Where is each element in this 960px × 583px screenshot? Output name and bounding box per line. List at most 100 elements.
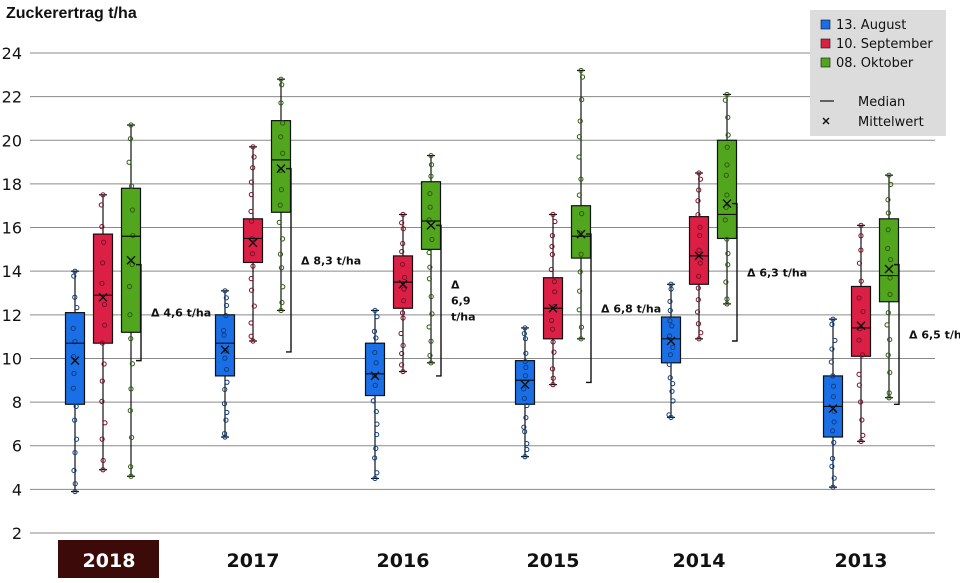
data-point: [72, 488, 78, 495]
delta-label: t/ha: [451, 311, 476, 324]
data-point: [99, 224, 105, 230]
box-2015-3: [570, 67, 592, 342]
data-point: [374, 470, 380, 476]
data-point: [695, 321, 702, 327]
data-point: [223, 312, 229, 319]
box-body: [214, 314, 236, 377]
data-point: [248, 179, 255, 185]
data-point: [724, 162, 730, 168]
data-point: [100, 467, 106, 473]
data-point: [128, 335, 134, 342]
data-point: [670, 381, 676, 387]
data-point: [578, 251, 584, 257]
data-point: [276, 219, 282, 225]
data-point: [668, 414, 674, 420]
data-point: [724, 296, 730, 302]
data-point: [667, 375, 673, 381]
data-point: [98, 202, 104, 208]
data-point: [524, 441, 530, 447]
data-point: [429, 236, 435, 243]
data-point: [99, 340, 106, 346]
data-point: [72, 417, 78, 423]
data-point: [400, 226, 406, 232]
data-point: [400, 368, 406, 375]
data-point: [399, 220, 405, 226]
data-point: [128, 122, 134, 128]
category-label: 2013: [835, 550, 888, 572]
data-point: [128, 473, 134, 479]
data-point: [70, 325, 76, 331]
box-2018-2: [92, 192, 114, 473]
legend-entry: 08. Oktober: [836, 56, 914, 71]
data-point: [550, 211, 556, 218]
data-point: [669, 323, 675, 329]
data-point: [859, 352, 866, 358]
data-point: [830, 428, 836, 434]
box-2018-3: [120, 122, 142, 479]
data-point: [724, 192, 730, 198]
data-point: [830, 373, 836, 379]
data-point: [279, 236, 286, 242]
data-point: [222, 288, 228, 294]
box-2014-1: [660, 281, 682, 420]
delta-bracket: [732, 202, 738, 342]
data-point: [829, 346, 835, 352]
y-axis-title: Zuckerertrag t/ha: [6, 5, 137, 22]
box-body: [716, 139, 738, 240]
data-point: [399, 362, 405, 368]
box-2013-1: [822, 316, 844, 490]
data-point: [277, 202, 283, 208]
delta-label: Δ 6,5 t/ha: [909, 328, 960, 341]
data-point: [224, 379, 230, 385]
data-point: [370, 398, 376, 404]
delta-annotation-2015: Δ 6,8 t/ha: [586, 233, 661, 384]
y-tick-label: 16: [2, 219, 22, 238]
data-point: [101, 301, 108, 308]
data-point: [698, 330, 704, 336]
data-point: [427, 204, 433, 210]
data-point: [860, 432, 866, 438]
data-point: [427, 190, 433, 197]
legend-mean-symbol: [822, 117, 830, 125]
data-point: [831, 419, 837, 425]
data-point: [550, 339, 556, 345]
data-point: [372, 349, 378, 356]
data-point: [70, 385, 76, 391]
data-point: [374, 314, 380, 320]
data-point: [887, 291, 893, 297]
box-2016-3: [420, 152, 442, 366]
data-point: [399, 350, 405, 357]
data-point: [551, 349, 557, 355]
data-point: [251, 303, 257, 309]
data-point: [697, 232, 703, 239]
data-point: [127, 407, 133, 414]
data-point: [248, 333, 254, 339]
data-point: [522, 373, 529, 379]
data-point: [99, 280, 105, 286]
data-point: [374, 421, 380, 427]
data-point: [666, 333, 673, 339]
data-point: [426, 249, 432, 256]
y-tick-label: 8: [12, 393, 22, 412]
data-point: [223, 366, 230, 373]
legend-swatch: [820, 19, 831, 30]
delta-annotation-2014: Δ 6,3 t/ha: [732, 202, 807, 342]
data-point: [428, 293, 434, 300]
box-2018-1: [64, 268, 86, 495]
data-point: [222, 355, 228, 361]
legend: 13. August 10. September 08. Oktober Median…: [810, 10, 946, 136]
data-point: [71, 370, 77, 377]
data-point: [222, 434, 228, 440]
legend-mean-label: Mittelwert: [858, 115, 924, 130]
data-point: [71, 273, 77, 279]
box-body: [364, 342, 386, 397]
data-point: [371, 328, 378, 334]
data-point: [128, 434, 135, 441]
box-2017-2: [242, 144, 264, 344]
data-point: [74, 305, 80, 311]
data-point: [251, 154, 257, 160]
data-point: [101, 239, 107, 245]
data-point: [856, 382, 862, 388]
data-point: [523, 415, 529, 421]
mean-marker: [548, 303, 558, 313]
